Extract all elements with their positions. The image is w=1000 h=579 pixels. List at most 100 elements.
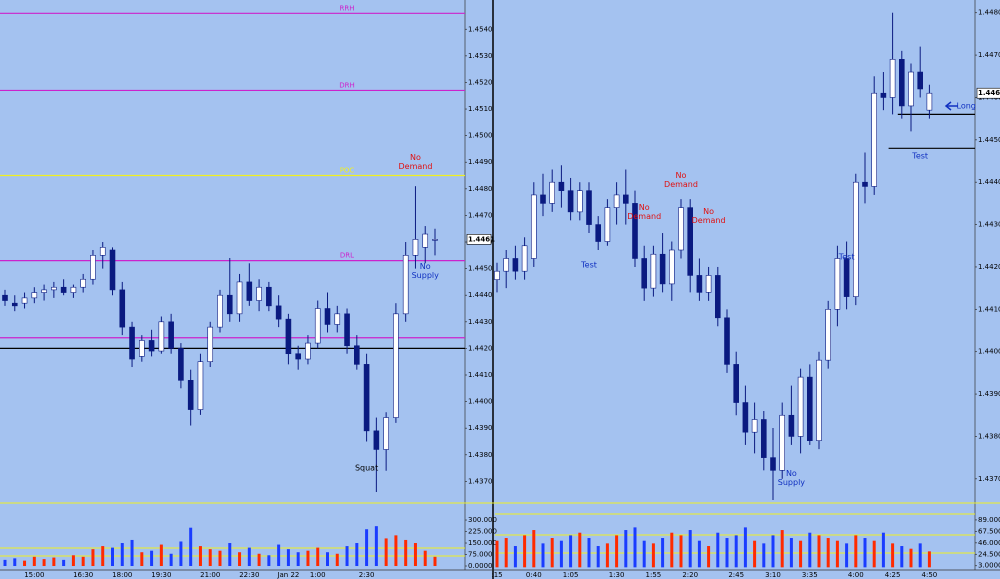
volume-bar — [208, 549, 212, 567]
volume-bar — [267, 555, 271, 567]
candle-body — [512, 258, 519, 272]
y-tick-label: 1.4380 — [978, 432, 1000, 440]
candle-body — [641, 258, 648, 289]
candle-body — [558, 181, 565, 191]
candle-body — [129, 326, 135, 360]
volume-bar — [3, 559, 7, 567]
x-tick-label: 15:00 — [24, 571, 44, 579]
x-tick-label: 1:05 — [563, 571, 579, 579]
volume-bar — [605, 543, 609, 568]
volume-bar — [569, 535, 573, 568]
volume-bar — [169, 553, 173, 567]
candle-body — [148, 340, 155, 352]
volume-bar — [159, 544, 163, 567]
candle-body — [80, 278, 86, 288]
candle-body — [503, 258, 510, 272]
candle-body — [217, 294, 223, 328]
y-tick-label: 1.4420 — [978, 263, 1000, 271]
volume-bar — [189, 527, 193, 567]
x-tick-label: :15 — [491, 571, 502, 579]
y-tick-label: 1.4480 — [978, 9, 1000, 17]
y-tick-label: 1.4450 — [468, 265, 493, 273]
volume-tick-label: 67.500 — [978, 527, 1000, 535]
level-label: DRL — [340, 252, 354, 260]
volume-bar — [789, 538, 793, 568]
candle-body — [733, 364, 740, 403]
x-tick-label: 4:50 — [922, 571, 938, 579]
x-tick-label: Jan 22 — [276, 571, 299, 579]
candle-body — [305, 342, 311, 360]
volume-bar — [404, 539, 408, 567]
volume-bar — [707, 546, 711, 568]
candle-body — [90, 255, 96, 280]
candle-body — [659, 253, 666, 285]
candle-body — [402, 255, 409, 315]
x-tick-label: 1:00 — [310, 571, 326, 579]
x-tick-label: 1:55 — [646, 571, 662, 579]
candle-body — [344, 313, 350, 347]
volume-bar — [81, 556, 85, 567]
candle-body — [604, 207, 611, 242]
y-tick-label: 1.4370 — [468, 477, 493, 485]
volume-tick-label: 46.000 — [978, 539, 1000, 547]
volume-bar — [495, 540, 499, 568]
candle-body — [871, 92, 878, 187]
x-tick-label: 16:30 — [73, 571, 93, 579]
volume-bar — [218, 550, 222, 567]
volume-bar — [734, 535, 738, 568]
candle-body — [926, 92, 933, 111]
y-tick-label: 1.4540 — [468, 25, 493, 33]
y-tick-label: 1.4520 — [468, 78, 493, 86]
candle-body — [2, 294, 8, 301]
candle-body — [494, 270, 500, 280]
volume-bar — [513, 546, 517, 568]
y-tick-label: 1.4400 — [468, 398, 493, 406]
annotation: Long — [956, 101, 976, 111]
volume-bar — [62, 559, 66, 567]
volume-bar — [32, 556, 36, 567]
y-tick-label: 1.4430 — [468, 318, 493, 326]
candle-body — [207, 326, 214, 363]
candle-body — [51, 286, 57, 291]
volume-bar — [826, 538, 830, 568]
volume-tick-label: 300.000 — [468, 516, 497, 524]
volume-bar — [71, 555, 75, 567]
candle-body — [314, 308, 321, 344]
volume-bar — [286, 549, 290, 567]
candle-body — [586, 190, 592, 225]
volume-bar — [150, 550, 154, 567]
candle-body — [226, 294, 233, 315]
y-tick-label: 1.4390 — [468, 424, 493, 432]
volume-bar — [762, 543, 766, 568]
candle-body — [363, 364, 370, 432]
volume-bar — [433, 556, 437, 567]
annotation: Test — [838, 252, 855, 262]
volume-bar — [863, 538, 867, 568]
y-tick-label: 1.4380 — [468, 451, 493, 459]
candle-body — [742, 402, 749, 433]
volume-bar — [365, 529, 369, 567]
candle-body — [530, 194, 537, 259]
volume-tick-label: 89.000 — [978, 516, 1000, 524]
candle-body — [668, 249, 675, 285]
y-tick-label: 1.4420 — [468, 344, 493, 352]
volume-bar — [140, 552, 144, 567]
volume-bar — [13, 558, 17, 567]
candle-body — [806, 376, 813, 441]
candle-body — [917, 71, 924, 90]
volume-tick-label: 24.500 — [978, 550, 1000, 558]
candle-body — [622, 194, 629, 204]
candle-body — [843, 258, 850, 297]
candle-body — [21, 297, 28, 304]
level-label: DRH — [339, 81, 355, 89]
y-tick-label: 1.4370 — [978, 475, 1000, 483]
volume-tick-label: 75.000 — [468, 551, 493, 559]
candle-body — [714, 275, 721, 319]
volume-bar — [716, 532, 720, 568]
volume-bar — [725, 538, 729, 568]
volume-bar — [541, 543, 545, 568]
candle-body — [540, 194, 546, 204]
volume-bar — [257, 553, 261, 567]
candle-body — [275, 305, 282, 320]
